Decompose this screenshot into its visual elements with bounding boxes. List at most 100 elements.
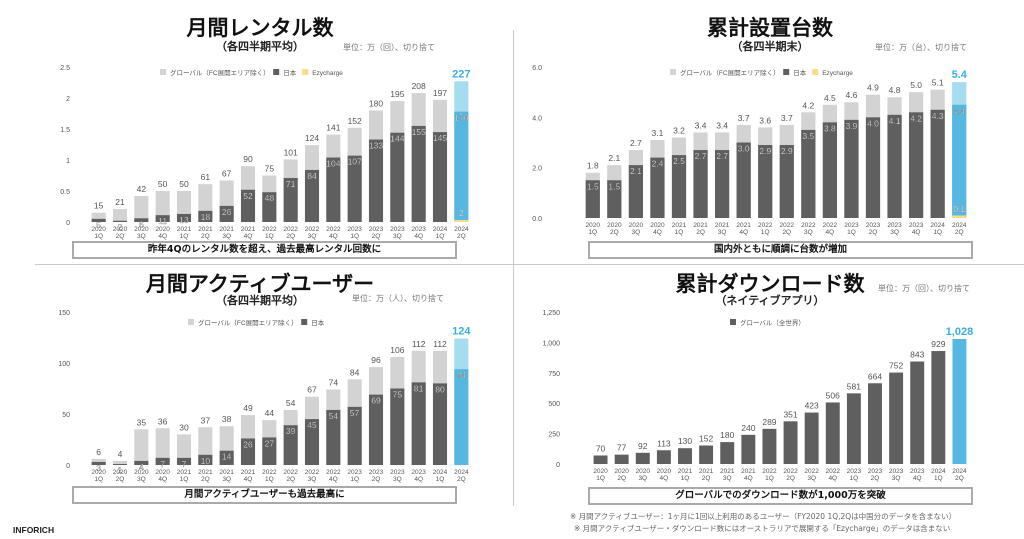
- data-label-japan: 104: [326, 159, 340, 169]
- data-label-total: 75: [265, 164, 275, 174]
- footnote-mau-definition: ※ 月間アクティブユーザー：1ヶ月に1回以上利用のあるユーザー（FY2020 1…: [570, 512, 957, 521]
- x-tick-label-year: 2023: [347, 469, 362, 476]
- data-label-total: 124: [305, 133, 319, 143]
- data-label-total: 4: [118, 449, 123, 459]
- data-label-japan: 18: [201, 212, 211, 222]
- x-tick-label-quarter: 3Q: [638, 475, 647, 482]
- data-label-total: 506: [826, 390, 840, 400]
- data-label-total: 42: [137, 184, 147, 194]
- bar-global: [134, 429, 149, 465]
- x-tick-label-quarter: 1Q: [765, 475, 774, 482]
- x-tick-label-year: 2021: [219, 469, 234, 476]
- legend-label: Ezycharge: [822, 70, 853, 77]
- bar-global: [783, 421, 798, 464]
- legend-label: 日本: [793, 68, 807, 77]
- x-tick-label-year: 2020: [134, 226, 149, 233]
- data-label-total-latest: 5.4: [952, 69, 968, 81]
- legend-label: グローバル（FC展開エリア除く）: [680, 68, 780, 77]
- bar-japan: [758, 145, 773, 218]
- x-tick-label-year: 2024: [931, 468, 946, 475]
- x-tick-label-year: 2022: [305, 226, 320, 233]
- data-label-japan: 80: [435, 384, 445, 394]
- bar-japan: [219, 205, 234, 222]
- legend-swatch: [730, 319, 736, 325]
- x-tick-label-year: 2020: [650, 222, 665, 229]
- x-tick-label-quarter: 1Q: [180, 476, 189, 483]
- data-label-japan: 7: [182, 459, 187, 469]
- x-tick-label-quarter: 4Q: [329, 233, 338, 240]
- data-label-total: 113: [657, 438, 671, 448]
- x-tick-label-quarter: 4Q: [826, 229, 835, 236]
- bar-japan: [262, 437, 277, 465]
- data-label-japan: 1: [118, 465, 123, 475]
- bar-japan: [844, 119, 859, 218]
- x-tick-label-year: 2020: [607, 222, 622, 229]
- x-tick-label-quarter: 3Q: [892, 475, 901, 482]
- x-tick-label-quarter: 3Q: [723, 475, 732, 482]
- data-label-japan: 14: [222, 452, 232, 462]
- x-tick-label-quarter: 1Q: [596, 475, 605, 482]
- x-tick-label-year: 2021: [177, 226, 192, 233]
- x-tick-label-year: 2022: [326, 226, 341, 233]
- bar-japan: [368, 394, 384, 465]
- bar-japan: [134, 460, 149, 465]
- data-label-total: 50: [179, 179, 189, 189]
- x-tick-label-quarter: 2Q: [617, 475, 626, 482]
- data-label-total-latest: 227: [452, 68, 470, 80]
- data-label-total: 37: [201, 415, 211, 425]
- x-tick-label-quarter: 3Q: [393, 476, 402, 483]
- y-tick-label: 4.0: [532, 115, 542, 122]
- bar-japan: [432, 383, 448, 465]
- x-tick-label-quarter: 2Q: [869, 229, 878, 236]
- data-label-total: 1.8: [587, 161, 599, 171]
- data-label-total: 4.5: [824, 93, 836, 103]
- data-label-total: 112: [412, 339, 426, 349]
- bar-global: [889, 372, 904, 464]
- data-label-total: 30: [179, 422, 189, 432]
- bar-japan: [454, 111, 469, 221]
- x-tick-label-year: 2023: [866, 222, 881, 229]
- data-label-japan: 4.3: [932, 111, 944, 121]
- x-tick-label-quarter: 2Q: [201, 476, 210, 483]
- legend-swatch: [812, 69, 819, 75]
- bar-japan: [714, 150, 730, 218]
- data-label-ezycharge: 2: [459, 208, 464, 218]
- x-tick-label-year: 2022: [801, 222, 816, 229]
- data-label-total: 3.7: [781, 113, 793, 123]
- data-label-total: 50: [158, 179, 168, 189]
- data-label-japan: 57: [350, 408, 360, 418]
- x-tick-label-year: 2020: [91, 469, 106, 476]
- data-label-japan: 2: [118, 222, 123, 232]
- bar-japan: [887, 114, 902, 218]
- x-tick-label-year: 2020: [91, 226, 106, 233]
- legend-swatch: [783, 69, 790, 75]
- x-tick-label-quarter: 2Q: [372, 233, 381, 240]
- x-tick-label-year: 2021: [198, 226, 213, 233]
- y-tick-label: 1,250: [542, 310, 560, 317]
- x-tick-label-quarter: 2Q: [286, 476, 295, 483]
- bar-japan: [628, 165, 644, 218]
- bar-japan: [347, 155, 362, 222]
- x-tick-label-quarter: 1Q: [350, 476, 359, 483]
- x-tick-label-quarter: 4Q: [744, 475, 753, 482]
- bar-japan: [304, 169, 320, 222]
- y-tick-label: 2.0: [532, 166, 542, 173]
- y-tick-label: 500: [548, 401, 560, 408]
- y-tick-label: 1,000: [542, 340, 560, 347]
- legend-swatch: [160, 69, 166, 75]
- bar-japan: [801, 129, 816, 218]
- x-tick-label-year: 2020: [636, 468, 651, 475]
- x-tick-label-quarter: 2Q: [955, 475, 964, 482]
- bar-japan: [219, 450, 234, 465]
- x-tick-label-year: 2024: [454, 226, 469, 233]
- bar-japan: [908, 112, 924, 218]
- data-label-total: 92: [638, 441, 648, 451]
- data-label-japan: 11: [158, 216, 167, 226]
- data-label-japan: 13: [179, 215, 189, 225]
- x-tick-label-quarter: 1Q: [265, 233, 274, 240]
- bar-japan: [607, 180, 622, 218]
- unit-note-mau: 単位：万（人）、切り捨て: [352, 294, 444, 303]
- data-label-total: 3.4: [695, 120, 707, 130]
- x-tick-label-quarter: 1Q: [180, 233, 189, 240]
- data-label-total: 3.7: [738, 113, 750, 123]
